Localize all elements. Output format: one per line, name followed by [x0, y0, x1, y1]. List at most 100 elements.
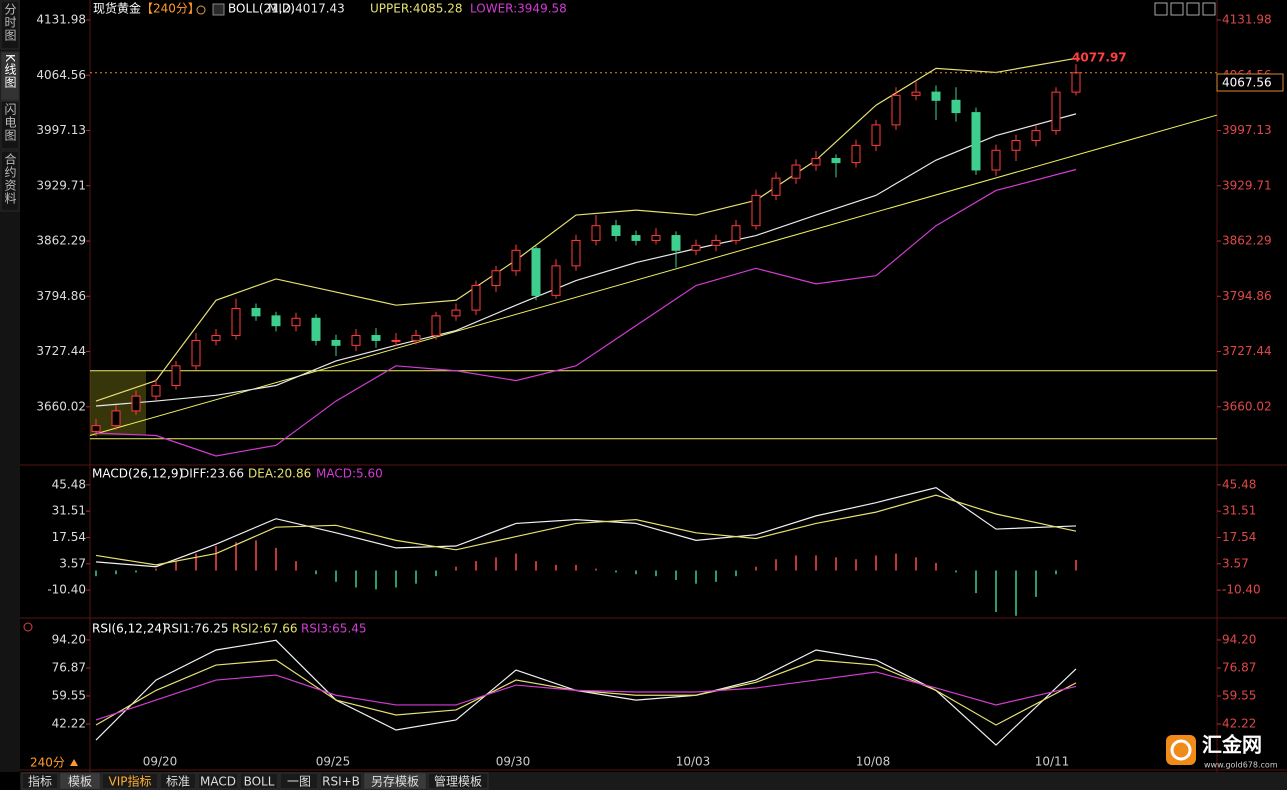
- bottom-tab[interactable]: 指标: [28, 774, 52, 789]
- bottom-tab-bg[interactable]: [59, 772, 101, 790]
- sidebar-tab[interactable]: 闪电图: [3, 103, 17, 142]
- logo-icon: [1166, 735, 1196, 765]
- icon[interactable]: [1170, 2, 1184, 16]
- sidebar-tab[interactable]: 分时图: [3, 3, 17, 42]
- candle-body: [671, 235, 681, 251]
- period-label[interactable]: 240分: [30, 756, 65, 770]
- y-tick-label: 3.57: [1222, 556, 1249, 570]
- bottom-tab[interactable]: MACD: [200, 775, 236, 789]
- y-tick-label: 3794.86: [1222, 289, 1272, 303]
- candle-body: [551, 265, 561, 296]
- indicator-line: [95, 113, 1077, 407]
- period-arrow[interactable]: [70, 759, 78, 766]
- y-tick-label: 94.20: [1222, 632, 1256, 646]
- bottom-tab[interactable]: BOLL: [244, 775, 275, 789]
- y-tick-label: 3.57: [59, 556, 86, 570]
- sidebar-tab-bg[interactable]: [0, 0, 20, 50]
- candle-body: [311, 317, 321, 341]
- indicator-icon: [212, 3, 225, 16]
- candle-body: [691, 244, 701, 251]
- legend-entry: RSI3:65.45: [301, 622, 367, 636]
- legend-entry: MACD:5.60: [316, 467, 383, 481]
- bottom-tab-bg[interactable]: [21, 772, 59, 790]
- y-tick-label: 3660.02: [1222, 399, 1272, 413]
- bottom-tab[interactable]: 另存模板: [371, 775, 419, 789]
- bottom-tab-bg[interactable]: [159, 772, 197, 790]
- bottom-tab[interactable]: 一图: [287, 775, 311, 789]
- sidebar-tab[interactable]: 合约资料: [3, 152, 17, 205]
- icon[interactable]: [1186, 2, 1200, 16]
- candle-body: [271, 315, 281, 327]
- y-tick-label: 3929.71: [36, 178, 86, 192]
- y-tick-label: 31.51: [52, 504, 86, 518]
- y-tick-label: 76.87: [52, 660, 86, 674]
- indicator-line: [95, 671, 1077, 721]
- bottom-tab-bg[interactable]: [101, 772, 159, 790]
- icon[interactable]: [1202, 2, 1216, 16]
- legend-entry: DEA:20.86: [248, 467, 311, 481]
- y-tick-label: 3660.02: [36, 399, 86, 413]
- bottom-tab-bg[interactable]: [363, 772, 427, 790]
- bottom-tab[interactable]: 管理模板: [434, 774, 482, 789]
- y-tick-label: 3997.13: [36, 123, 86, 137]
- candle-body: [971, 112, 981, 171]
- candle-body: [711, 239, 721, 246]
- candle-body: [831, 157, 841, 164]
- y-tick-label: 3794.86: [36, 289, 86, 303]
- candle-body: [531, 248, 541, 296]
- period-icon: [196, 5, 206, 15]
- candle-body: [951, 99, 961, 114]
- candle-body: [1071, 72, 1081, 93]
- y-tick-label: 42.22: [1222, 716, 1256, 730]
- panel-icon: [23, 622, 33, 632]
- candle-body: [571, 239, 581, 267]
- bottom-tab[interactable]: RSI+B: [322, 775, 360, 789]
- toolbar-icons[interactable]: [1154, 2, 1216, 16]
- legend-entry: DIFF:23.66: [180, 467, 244, 481]
- y-tick-label: 94.20: [52, 632, 86, 646]
- bottom-tab-bg[interactable]: [427, 772, 489, 790]
- candle-body: [391, 339, 401, 342]
- y-tick-label: 42.22: [52, 716, 86, 730]
- candle-body: [731, 225, 741, 241]
- candle-body: [611, 225, 621, 237]
- chart-title: 现货黄金: [93, 1, 141, 16]
- candle-body: [371, 335, 381, 341]
- logo-name: 汇金网: [1202, 733, 1262, 757]
- candle-body: [871, 124, 881, 146]
- candle-body: [411, 335, 421, 341]
- candle-body: [171, 365, 181, 387]
- sidebar-tab[interactable]: K线图: [3, 54, 17, 89]
- candle-body: [331, 339, 341, 346]
- drawing-trendline: [89, 114, 1218, 436]
- icon[interactable]: [1154, 2, 1168, 16]
- y-tick-label: 59.55: [1222, 688, 1256, 702]
- y-tick-label: -10.40: [1222, 583, 1261, 597]
- candle-body: [891, 94, 901, 126]
- bottom-tab[interactable]: 模板: [68, 775, 92, 789]
- y-tick-label: 3862.29: [1222, 234, 1272, 248]
- bottom-tab[interactable]: 标准: [166, 775, 190, 789]
- indicator-line: [95, 486, 1077, 568]
- sidebar-tab-bg[interactable]: [0, 51, 20, 101]
- candle-body: [651, 235, 661, 241]
- y-tick-label: 3862.29: [36, 234, 86, 248]
- legend-entry: RSI1:76.25: [163, 622, 229, 636]
- bottom-tab-bg[interactable]: [319, 772, 363, 790]
- candle-body: [191, 339, 201, 367]
- y-tick-label: 3727.44: [36, 344, 86, 358]
- sidebar-tab-bg[interactable]: [0, 150, 20, 212]
- bottom-tab-bg[interactable]: [239, 772, 279, 790]
- bottom-tab-bg[interactable]: [197, 772, 239, 790]
- candle-body: [991, 149, 1001, 171]
- candle-body: [1051, 91, 1061, 132]
- bottom-tab[interactable]: VIP指标: [109, 774, 152, 789]
- candle-body: [131, 395, 141, 412]
- current-price: 4067.56: [1222, 76, 1272, 90]
- bottom-tab-bg[interactable]: [279, 772, 319, 790]
- y-tick-label: 17.54: [52, 530, 86, 544]
- sidebar-tab-bg[interactable]: [0, 100, 20, 150]
